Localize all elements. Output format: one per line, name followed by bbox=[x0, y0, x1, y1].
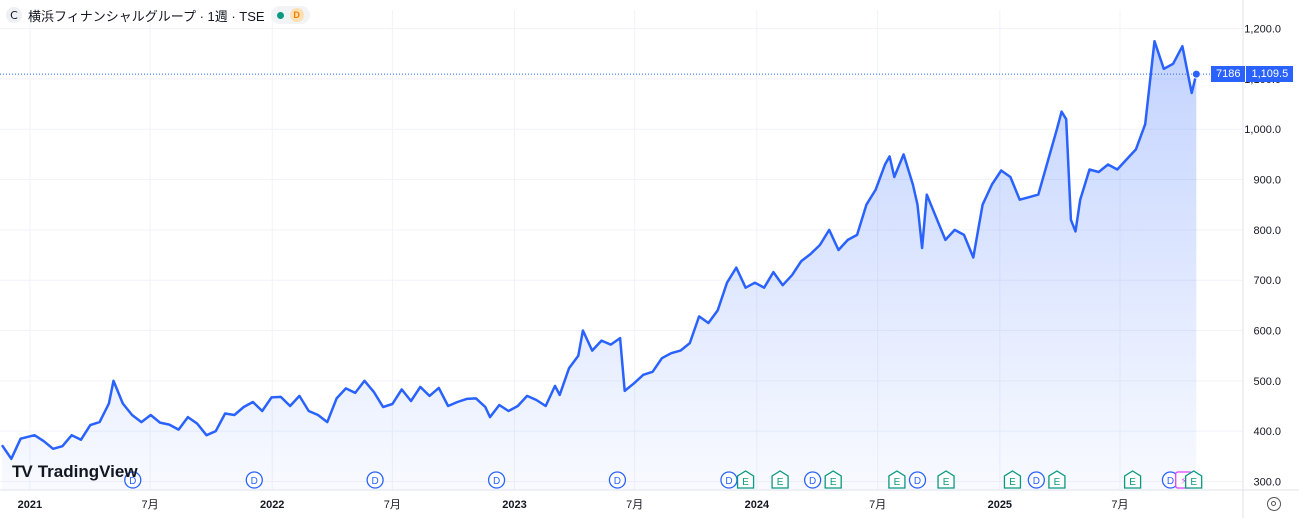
price-area-fill bbox=[2, 41, 1197, 490]
x-tick-label: 7月 bbox=[869, 499, 886, 511]
svg-text:E: E bbox=[894, 477, 901, 488]
svg-text:D: D bbox=[1167, 476, 1174, 487]
svg-text:E: E bbox=[943, 477, 950, 488]
tradingview-brand: TradingView bbox=[37, 462, 138, 481]
svg-text:E: E bbox=[742, 477, 749, 488]
svg-text:D: D bbox=[129, 476, 136, 487]
svg-text:D: D bbox=[725, 476, 732, 487]
earnings-marker[interactable]: E bbox=[1048, 470, 1066, 489]
tradingview-logo-icon: TV bbox=[12, 462, 33, 481]
svg-text:E: E bbox=[1190, 477, 1197, 488]
x-tick-label: 2022 bbox=[260, 499, 284, 511]
svg-text:D: D bbox=[493, 476, 500, 487]
svg-text:E: E bbox=[1129, 477, 1136, 488]
y-tick-label: 900.0 bbox=[1253, 175, 1281, 187]
earnings-marker[interactable]: E bbox=[771, 470, 789, 489]
x-tick-label: 7月 bbox=[141, 499, 158, 511]
x-tick-label: 7月 bbox=[626, 499, 643, 511]
earnings-marker[interactable]: E bbox=[888, 470, 906, 489]
dividend-marker[interactable]: D bbox=[803, 471, 822, 489]
svg-text:D: D bbox=[251, 476, 258, 487]
y-tick-label: 1,000.0 bbox=[1244, 124, 1281, 136]
x-tick-label: 2024 bbox=[745, 499, 770, 511]
last-price-value: 1,109.5 bbox=[1246, 66, 1294, 83]
x-tick-label: 2025 bbox=[988, 499, 1012, 511]
svg-text:⚡: ⚡ bbox=[1180, 476, 1187, 487]
svg-text:D: D bbox=[1033, 476, 1040, 487]
dividend-marker[interactable]: D bbox=[487, 471, 506, 489]
chart-title[interactable]: 横浜フィナンシャルグループ · 1週 · TSE bbox=[28, 8, 265, 24]
svg-text:E: E bbox=[830, 477, 837, 488]
dividend-marker[interactable]: D bbox=[720, 471, 738, 489]
x-tick-label: 2023 bbox=[502, 499, 526, 511]
status-pill[interactable]: D bbox=[270, 6, 310, 24]
earnings-marker[interactable]: E bbox=[1003, 470, 1022, 489]
dividend-marker[interactable]: D bbox=[1027, 471, 1045, 489]
tradingview-logo[interactable]: TV TradingView bbox=[12, 462, 138, 482]
y-tick-label: 800.0 bbox=[1253, 225, 1281, 237]
last-price-symbol: 7186 bbox=[1211, 66, 1247, 83]
x-tick-label: 7月 bbox=[1111, 499, 1128, 511]
dividend-marker[interactable]: D bbox=[908, 471, 927, 489]
price-area bbox=[2, 41, 1197, 490]
y-tick-label: 600.0 bbox=[1253, 326, 1281, 338]
y-tick-label: 500.0 bbox=[1253, 376, 1281, 388]
market-open-icon bbox=[276, 11, 284, 19]
price-line-path bbox=[0, 39, 1198, 461]
last-price-dot bbox=[1191, 69, 1201, 79]
y-tick-label: 1,200.0 bbox=[1244, 24, 1281, 36]
dividend-marker[interactable]: D bbox=[245, 471, 263, 489]
last-price-tag: 7186 1,109.5 bbox=[1211, 66, 1294, 83]
x-tick-label: 2021 bbox=[18, 499, 42, 511]
earnings-marker[interactable]: E bbox=[824, 470, 842, 489]
data-delay-badge[interactable]: D bbox=[289, 8, 304, 22]
svg-text:D: D bbox=[371, 476, 378, 487]
dividend-marker[interactable]: D bbox=[124, 471, 142, 489]
svg-text:D: D bbox=[914, 476, 921, 487]
dividend-marker[interactable]: D bbox=[608, 471, 627, 489]
y-tick-label: 300.0 bbox=[1253, 476, 1281, 488]
x-tick-label: 7月 bbox=[384, 499, 401, 511]
earnings-marker[interactable]: E bbox=[1123, 470, 1142, 489]
price-line bbox=[0, 39, 1243, 461]
svg-text:D: D bbox=[809, 476, 816, 487]
svg-text:D: D bbox=[614, 476, 621, 487]
settings-icon[interactable] bbox=[1267, 497, 1281, 511]
svg-text:E: E bbox=[1009, 477, 1016, 488]
earnings-marker[interactable]: E bbox=[736, 470, 755, 489]
earnings-marker[interactable]: E bbox=[1185, 470, 1203, 489]
svg-text:E: E bbox=[1054, 477, 1061, 488]
chart-header: C 横浜フィナンシャルグループ · 1週 · TSE D bbox=[6, 5, 310, 25]
y-tick-label: 400.0 bbox=[1253, 426, 1281, 438]
y-tick-label: 700.0 bbox=[1253, 275, 1281, 287]
event-markers: D D D D D D E E D E E D E E D E E D ⚡ E bbox=[124, 470, 1203, 489]
symbol-logo[interactable]: C bbox=[6, 7, 22, 23]
earnings-marker[interactable]: E bbox=[937, 470, 955, 489]
svg-text:E: E bbox=[777, 477, 784, 488]
x-axis: 2021 7月 2022 7月 2023 7月 2024 7月 2025 7月 bbox=[0, 489, 1299, 511]
dividend-marker[interactable]: D bbox=[366, 471, 384, 489]
